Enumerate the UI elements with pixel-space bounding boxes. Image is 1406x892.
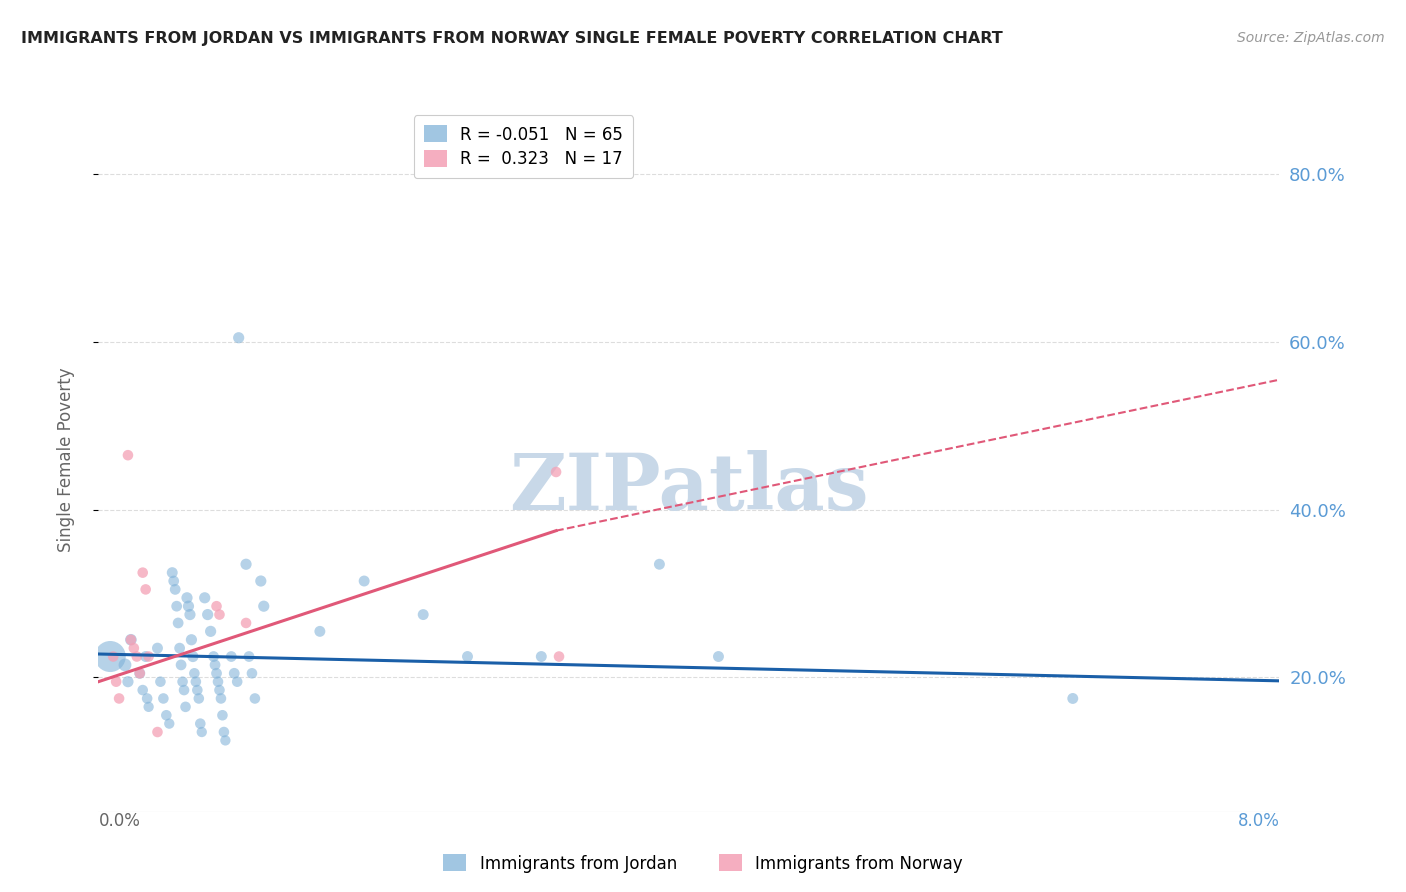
Legend: Immigrants from Jordan, Immigrants from Norway: Immigrants from Jordan, Immigrants from … <box>436 847 970 880</box>
Point <box>114 657 136 672</box>
Point <box>212 725 235 739</box>
Point <box>183 666 205 681</box>
Y-axis label: Single Female Poverty: Single Female Poverty <box>56 368 75 551</box>
Text: ZIPatlas: ZIPatlas <box>509 450 869 525</box>
Point <box>353 574 375 588</box>
Point <box>132 566 155 580</box>
Point <box>224 666 246 681</box>
Point <box>226 674 249 689</box>
Text: IMMIGRANTS FROM JORDAN VS IMMIGRANTS FROM NORWAY SINGLE FEMALE POVERTY CORRELATI: IMMIGRANTS FROM JORDAN VS IMMIGRANTS FRO… <box>21 31 1002 46</box>
Point <box>103 649 125 664</box>
Point <box>194 591 217 605</box>
Point <box>179 607 201 622</box>
Point <box>184 674 207 689</box>
Point <box>163 574 186 588</box>
Point <box>197 607 219 622</box>
Point <box>208 683 231 698</box>
Point <box>412 607 434 622</box>
Point <box>1062 691 1084 706</box>
Point <box>170 657 193 672</box>
Point <box>186 683 208 698</box>
Point <box>105 674 128 689</box>
Point <box>172 674 194 689</box>
Point <box>125 649 148 664</box>
Point <box>211 708 233 723</box>
Point <box>169 641 191 656</box>
Point <box>457 649 479 664</box>
Point <box>155 708 177 723</box>
Point <box>205 599 228 614</box>
Point <box>204 657 226 672</box>
Point <box>648 558 671 572</box>
Point <box>530 649 553 664</box>
Point <box>180 632 202 647</box>
Point <box>157 716 180 731</box>
Point <box>250 574 273 588</box>
Point <box>240 666 263 681</box>
Point <box>122 641 145 656</box>
Point <box>228 331 250 345</box>
Legend: R = -0.051   N = 65, R =  0.323   N = 17: R = -0.051 N = 65, R = 0.323 N = 17 <box>413 115 633 178</box>
Point <box>166 599 188 614</box>
Point <box>117 448 139 462</box>
Text: 0.0%: 0.0% <box>98 812 141 830</box>
Point <box>138 699 160 714</box>
Point <box>238 649 260 664</box>
Point <box>176 591 198 605</box>
Point <box>146 641 169 656</box>
Point <box>235 615 257 630</box>
Point <box>181 649 204 664</box>
Text: 8.0%: 8.0% <box>1237 812 1279 830</box>
Point <box>132 683 155 698</box>
Point <box>135 582 157 597</box>
Point <box>209 691 232 706</box>
Point <box>120 632 142 647</box>
Point <box>174 699 197 714</box>
Point <box>191 725 214 739</box>
Point <box>136 691 159 706</box>
Point <box>128 666 150 681</box>
Point <box>707 649 730 664</box>
Point <box>117 674 139 689</box>
Point <box>207 674 229 689</box>
Point <box>187 691 209 706</box>
Point <box>235 558 257 572</box>
Point <box>146 725 169 739</box>
Point <box>200 624 222 639</box>
Point <box>205 666 228 681</box>
Point <box>120 632 142 647</box>
Point <box>138 649 160 664</box>
Point <box>128 666 150 681</box>
Point <box>152 691 174 706</box>
Point <box>309 624 332 639</box>
Point <box>208 607 231 622</box>
Point <box>214 733 236 747</box>
Point <box>188 716 211 731</box>
Point <box>177 599 200 614</box>
Point <box>243 691 266 706</box>
Text: Source: ZipAtlas.com: Source: ZipAtlas.com <box>1237 31 1385 45</box>
Point <box>108 691 131 706</box>
Point <box>173 683 195 698</box>
Point <box>162 566 183 580</box>
Point <box>253 599 276 614</box>
Point <box>548 649 571 664</box>
Point <box>546 465 568 479</box>
Point <box>167 615 190 630</box>
Point <box>165 582 187 597</box>
Point <box>149 674 172 689</box>
Point <box>98 649 121 664</box>
Point <box>135 649 157 664</box>
Point <box>202 649 225 664</box>
Point <box>221 649 243 664</box>
